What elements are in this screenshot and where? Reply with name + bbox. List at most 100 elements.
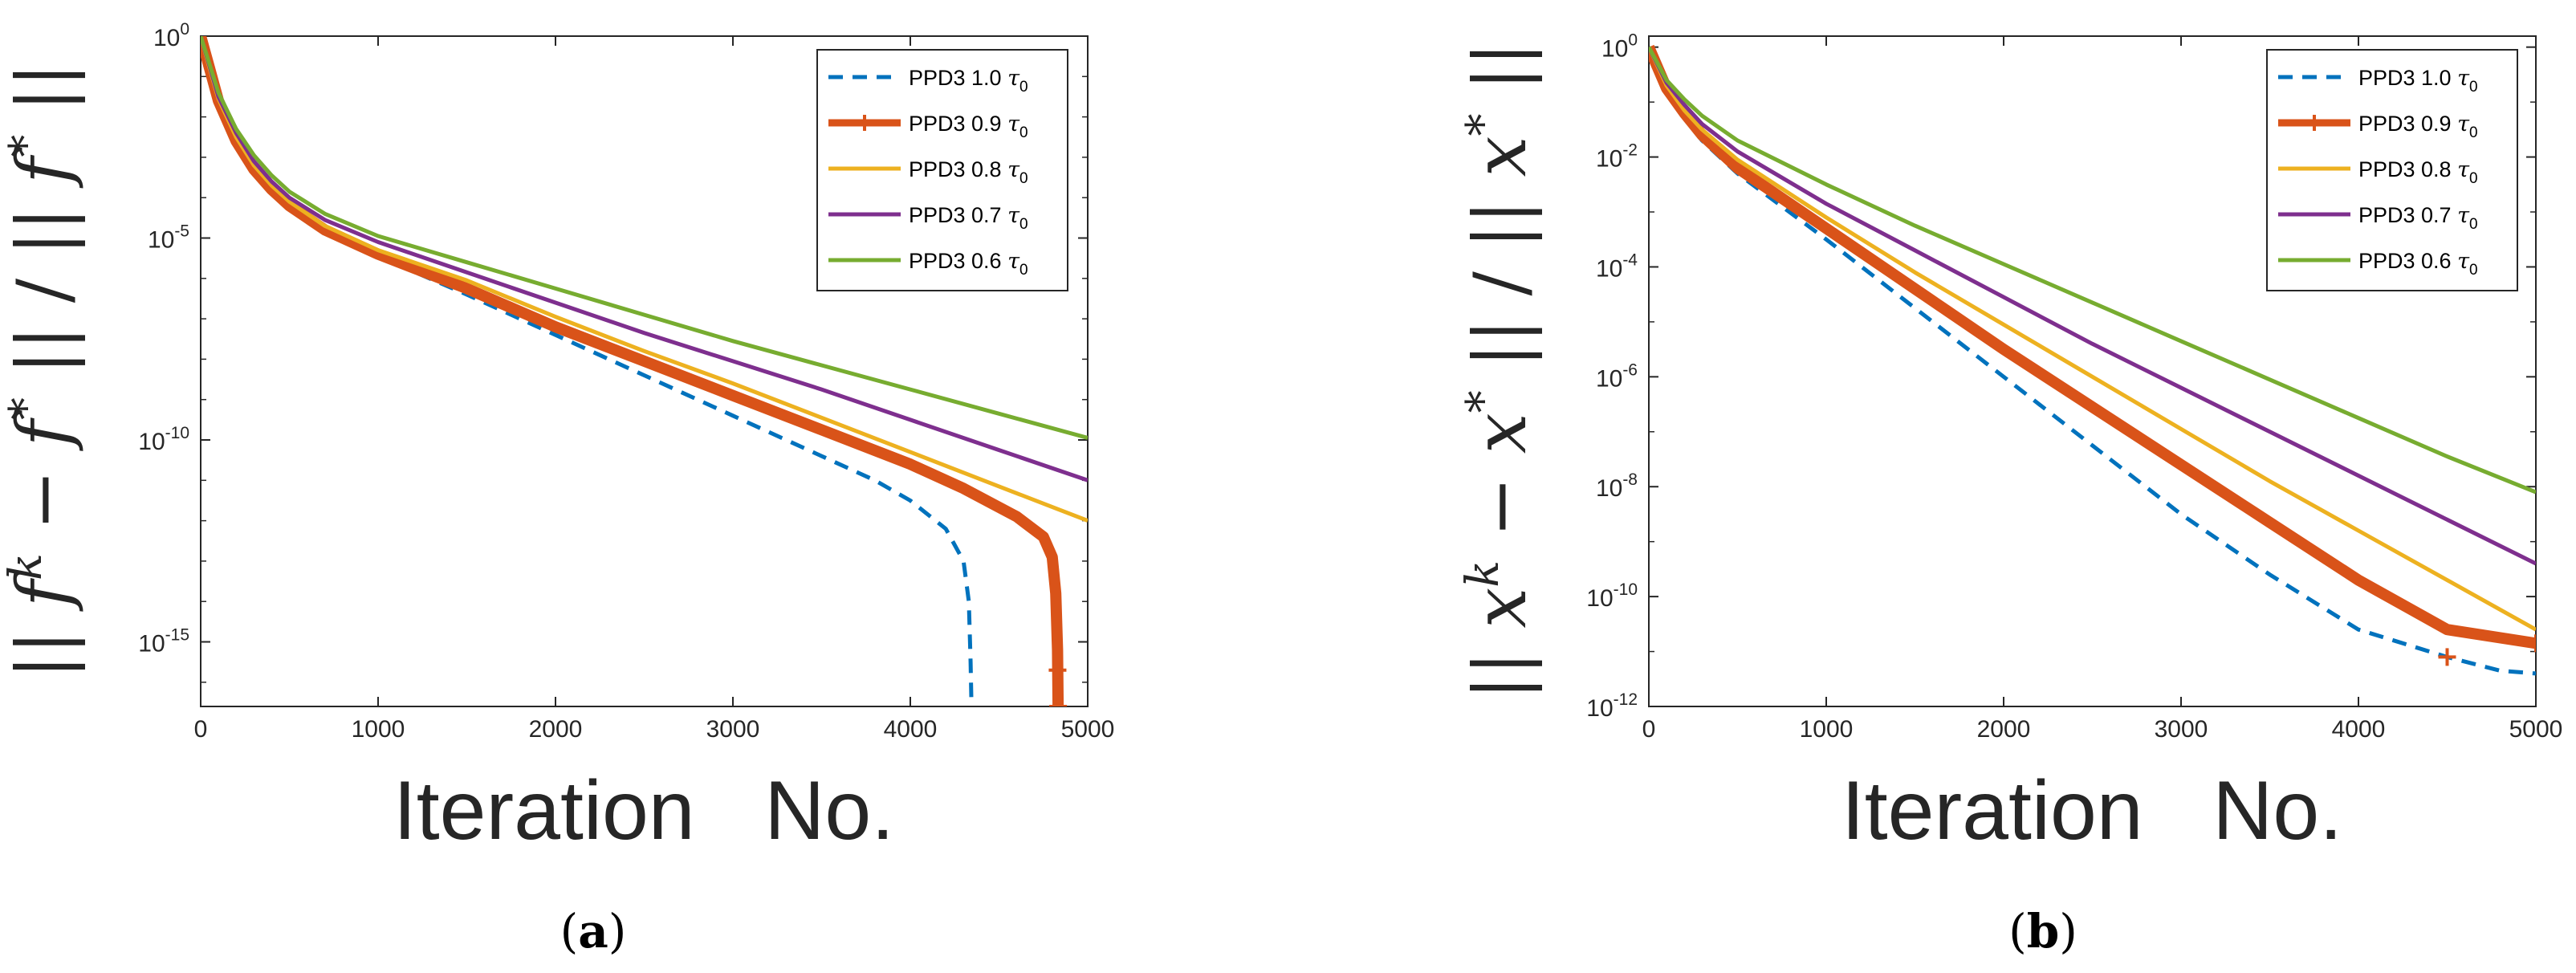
legend-label: PPD3 0.8 τ0	[909, 157, 1028, 187]
legend-label: PPD3 0.6 τ0	[2358, 249, 2478, 279]
y-tick-base: 10	[1596, 475, 1622, 502]
y-tick-label: 10-10	[1586, 580, 1638, 612]
legend-tau: τ	[2457, 112, 2470, 136]
y-tick-exponent: -4	[1622, 250, 1638, 269]
ylabel-star: *	[1457, 390, 1509, 413]
legend-tau: τ	[2457, 157, 2470, 182]
legend-tau: τ	[1007, 157, 1020, 182]
panel-a-chart: 0 1000 2000 3000 4000 500010010-510-1010-15PP…	[0, 20, 1114, 959]
y-axis-label: || xk − x* || / || x* ||	[1457, 42, 1543, 699]
ylabel-slash: /	[2, 255, 86, 326]
y-tick-label: 10-8	[1596, 470, 1638, 502]
y-tick-label: 10-4	[1596, 250, 1638, 282]
x-tick-label: 5000	[2509, 716, 2563, 743]
legend-name: PPD3 0.6	[2358, 249, 2457, 273]
caption-letter: b	[2027, 904, 2060, 959]
legend-tau: τ	[2457, 249, 2470, 274]
legend-name: PPD3 0.8	[909, 157, 1007, 181]
series-group	[1649, 44, 2536, 676]
legend-tau: τ	[1007, 249, 1020, 274]
ylabel-norm-bar: ||	[1459, 177, 1543, 248]
legend-tau-sub: 0	[2469, 170, 2478, 187]
legend-name: PPD3 1.0	[2358, 66, 2457, 90]
y-tick-base: 10	[1596, 365, 1622, 392]
legend-tau-sub: 0	[1019, 79, 1028, 96]
y-tick-exponent: -12	[1614, 690, 1638, 709]
ylabel-norm-bar: ||	[2, 607, 86, 678]
legend-label: PPD3 0.7 τ0	[909, 203, 1028, 233]
legend-name: PPD3 0.9	[2358, 112, 2457, 136]
legend-tau-sub: 0	[2469, 124, 2478, 141]
legend-tau: τ	[2457, 66, 2470, 91]
x-tick-label: 4000	[884, 716, 938, 743]
legend-tau: τ	[1007, 112, 1020, 136]
ylabel-norm-bar: ||	[2, 326, 86, 397]
y-tick-base: 10	[1596, 146, 1622, 173]
caption-open: (	[560, 904, 579, 959]
x-axis-label: Iteration No.	[393, 764, 894, 857]
ylabel-sup-k: k	[0, 553, 52, 580]
y-tick-label: 10-10	[138, 424, 189, 455]
y-tick-exponent: -10	[165, 424, 189, 442]
legend-tau: τ	[2457, 203, 2470, 228]
legend-name: PPD3 1.0	[909, 66, 1007, 90]
series-line-5	[1649, 46, 2536, 495]
x-tick-label: 4000	[2332, 716, 2386, 743]
legend-tau-sub: 0	[1019, 262, 1028, 279]
y-tick-base: 10	[1586, 695, 1613, 722]
y-tick-base: 10	[138, 429, 165, 455]
y-tick-exponent: -8	[1622, 470, 1638, 489]
x-tick-label: 3000	[706, 716, 760, 743]
x-tick-label: 2000	[1977, 716, 2031, 743]
ylabel-sup-k: k	[1457, 560, 1509, 588]
y-tick-base: 10	[1596, 255, 1622, 282]
series-line-1	[201, 39, 974, 706]
y-tick-exponent: -10	[1614, 580, 1638, 599]
legend-tau-sub: 0	[2469, 262, 2478, 279]
y-tick-exponent: -15	[165, 626, 189, 645]
y-tick-label: 10-15	[138, 626, 189, 657]
x-tick-label: 0	[194, 716, 208, 743]
y-tick-base: 10	[148, 227, 174, 254]
y-tick-base: 10	[138, 631, 165, 657]
x-tick-label: 3000	[2155, 716, 2208, 743]
y-tick-base: 10	[153, 25, 180, 51]
legend-label: PPD3 1.0 τ0	[2358, 66, 2478, 96]
legend-label: PPD3 0.6 τ0	[909, 249, 1028, 279]
ylabel-slash: /	[1459, 249, 1543, 320]
caption-close: )	[2059, 904, 2077, 959]
ylabel-norm-bar: ||	[1459, 628, 1543, 699]
series-group	[201, 36, 1088, 706]
x-tick-label: 1000	[352, 716, 405, 743]
legend-name: PPD3 0.7	[2358, 203, 2457, 227]
ylabel-norm-bar: ||	[1459, 319, 1543, 390]
series-line-5	[201, 36, 1088, 440]
legend-label: PPD3 1.0 τ0	[909, 66, 1028, 96]
series-line-4	[1649, 46, 2536, 566]
ylabel-minus: −	[1459, 454, 1543, 560]
legend-tau-sub: 0	[2469, 216, 2478, 233]
caption-letter: a	[578, 904, 608, 959]
y-tick-base: 10	[1586, 585, 1613, 612]
ylabel-var: x	[1459, 136, 1543, 177]
legend-name: PPD3 0.6	[909, 249, 1007, 273]
y-tick-exponent: -2	[1622, 141, 1638, 160]
legend-label: PPD3 0.9 τ0	[2358, 112, 2478, 141]
y-tick-label: 10-12	[1586, 690, 1638, 722]
ylabel-norm-bar: ||	[2, 184, 86, 255]
series-line-3	[1649, 46, 2536, 632]
panel-b-chart: 0 1000 2000 3000 4000 500010010-210-410-610-8…	[1457, 31, 2562, 959]
series-line-1	[1649, 46, 2536, 676]
caption-close: )	[608, 904, 627, 959]
y-tick-exponent: -6	[1622, 360, 1638, 379]
y-tick-base: 10	[1601, 36, 1628, 63]
legend-label: PPD3 0.7 τ0	[2358, 203, 2478, 233]
legend-tau-sub: 0	[1019, 216, 1028, 233]
ylabel-norm-bar: ||	[1459, 42, 1543, 113]
legend-tau: τ	[1007, 66, 1020, 91]
legend-label: PPD3 0.9 τ0	[909, 112, 1028, 141]
series-line-2	[201, 36, 1064, 706]
legend-tau-sub: 0	[2469, 79, 2478, 96]
